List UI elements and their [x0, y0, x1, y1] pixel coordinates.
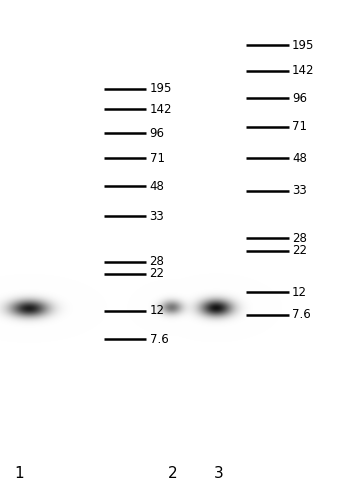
Text: 71: 71	[150, 152, 165, 165]
Text: 195: 195	[292, 39, 315, 52]
Text: 28: 28	[292, 232, 307, 245]
Text: 48: 48	[150, 180, 164, 193]
Text: 1: 1	[14, 466, 24, 481]
Text: 33: 33	[150, 210, 164, 223]
Text: 33: 33	[292, 184, 307, 197]
Text: 22: 22	[150, 267, 165, 280]
Text: 142: 142	[150, 103, 172, 116]
Text: 96: 96	[150, 127, 165, 140]
Text: 96: 96	[292, 92, 307, 105]
Text: 12: 12	[292, 286, 307, 299]
Text: 195: 195	[150, 82, 172, 95]
Text: 22: 22	[292, 245, 307, 257]
Text: 7.6: 7.6	[292, 308, 311, 321]
Text: 12: 12	[150, 305, 165, 317]
Text: 2: 2	[168, 466, 177, 481]
Text: 142: 142	[292, 64, 315, 77]
Text: 48: 48	[292, 152, 307, 165]
Text: 71: 71	[292, 121, 307, 133]
Text: 7.6: 7.6	[150, 333, 168, 346]
Text: 3: 3	[213, 466, 223, 481]
Text: 28: 28	[150, 255, 164, 268]
